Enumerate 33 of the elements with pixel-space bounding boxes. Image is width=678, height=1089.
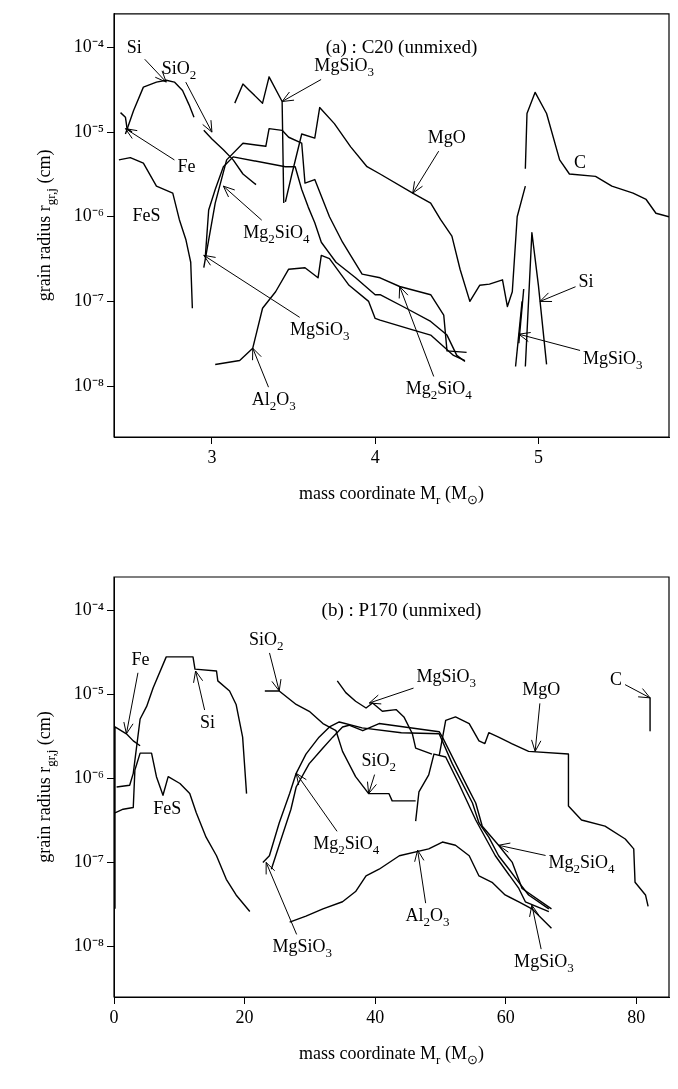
y-tick-label: 10⁻⁸ [73,374,104,395]
y-tick-label: 10⁻⁴ [73,36,104,57]
y-tick-label: 10⁻⁵ [73,683,104,704]
x-tick-label: 60 [496,1006,515,1027]
y-tick-label: 10⁻⁷ [73,290,104,311]
text: (a) : C20 (unmixed) [325,35,478,58]
y-axis-title: grain radius rgr,j (cm) [33,711,58,863]
annotation: FeS [153,798,182,819]
annotation: Fe [177,156,196,177]
x-tick-label: 0 [109,1006,119,1027]
y-tick-label: 10⁻⁶ [73,205,104,226]
annotation: FeS [132,204,161,225]
x-tick-label: 5 [533,446,543,467]
y-tick-label: 10⁻⁵ [73,120,104,141]
x-tick-label: 20 [235,1006,254,1027]
x-tick-label: 80 [627,1006,646,1027]
y-tick-label: 10⁻⁷ [73,851,104,872]
annotation: Si [200,711,216,732]
annotation: Si [126,36,142,57]
annotation: MgO [522,679,561,700]
y-tick-label: 10⁻⁸ [73,935,104,956]
y-axis-title: grain radius rgr,j (cm) [33,149,58,302]
text: (b) : P170 (unmixed) [321,598,482,621]
y-tick-label: 10⁻⁶ [73,767,104,788]
annotation: Si [578,271,594,292]
x-tick-label: 3 [207,446,217,467]
annotation: Fe [131,648,150,669]
y-tick-label: 10⁻⁴ [73,599,104,620]
annotation: C [610,668,623,689]
x-tick-label: 4 [370,446,380,467]
annotation: MgO [427,126,466,147]
annotation: C [574,151,587,172]
x-tick-label: 40 [366,1006,385,1027]
